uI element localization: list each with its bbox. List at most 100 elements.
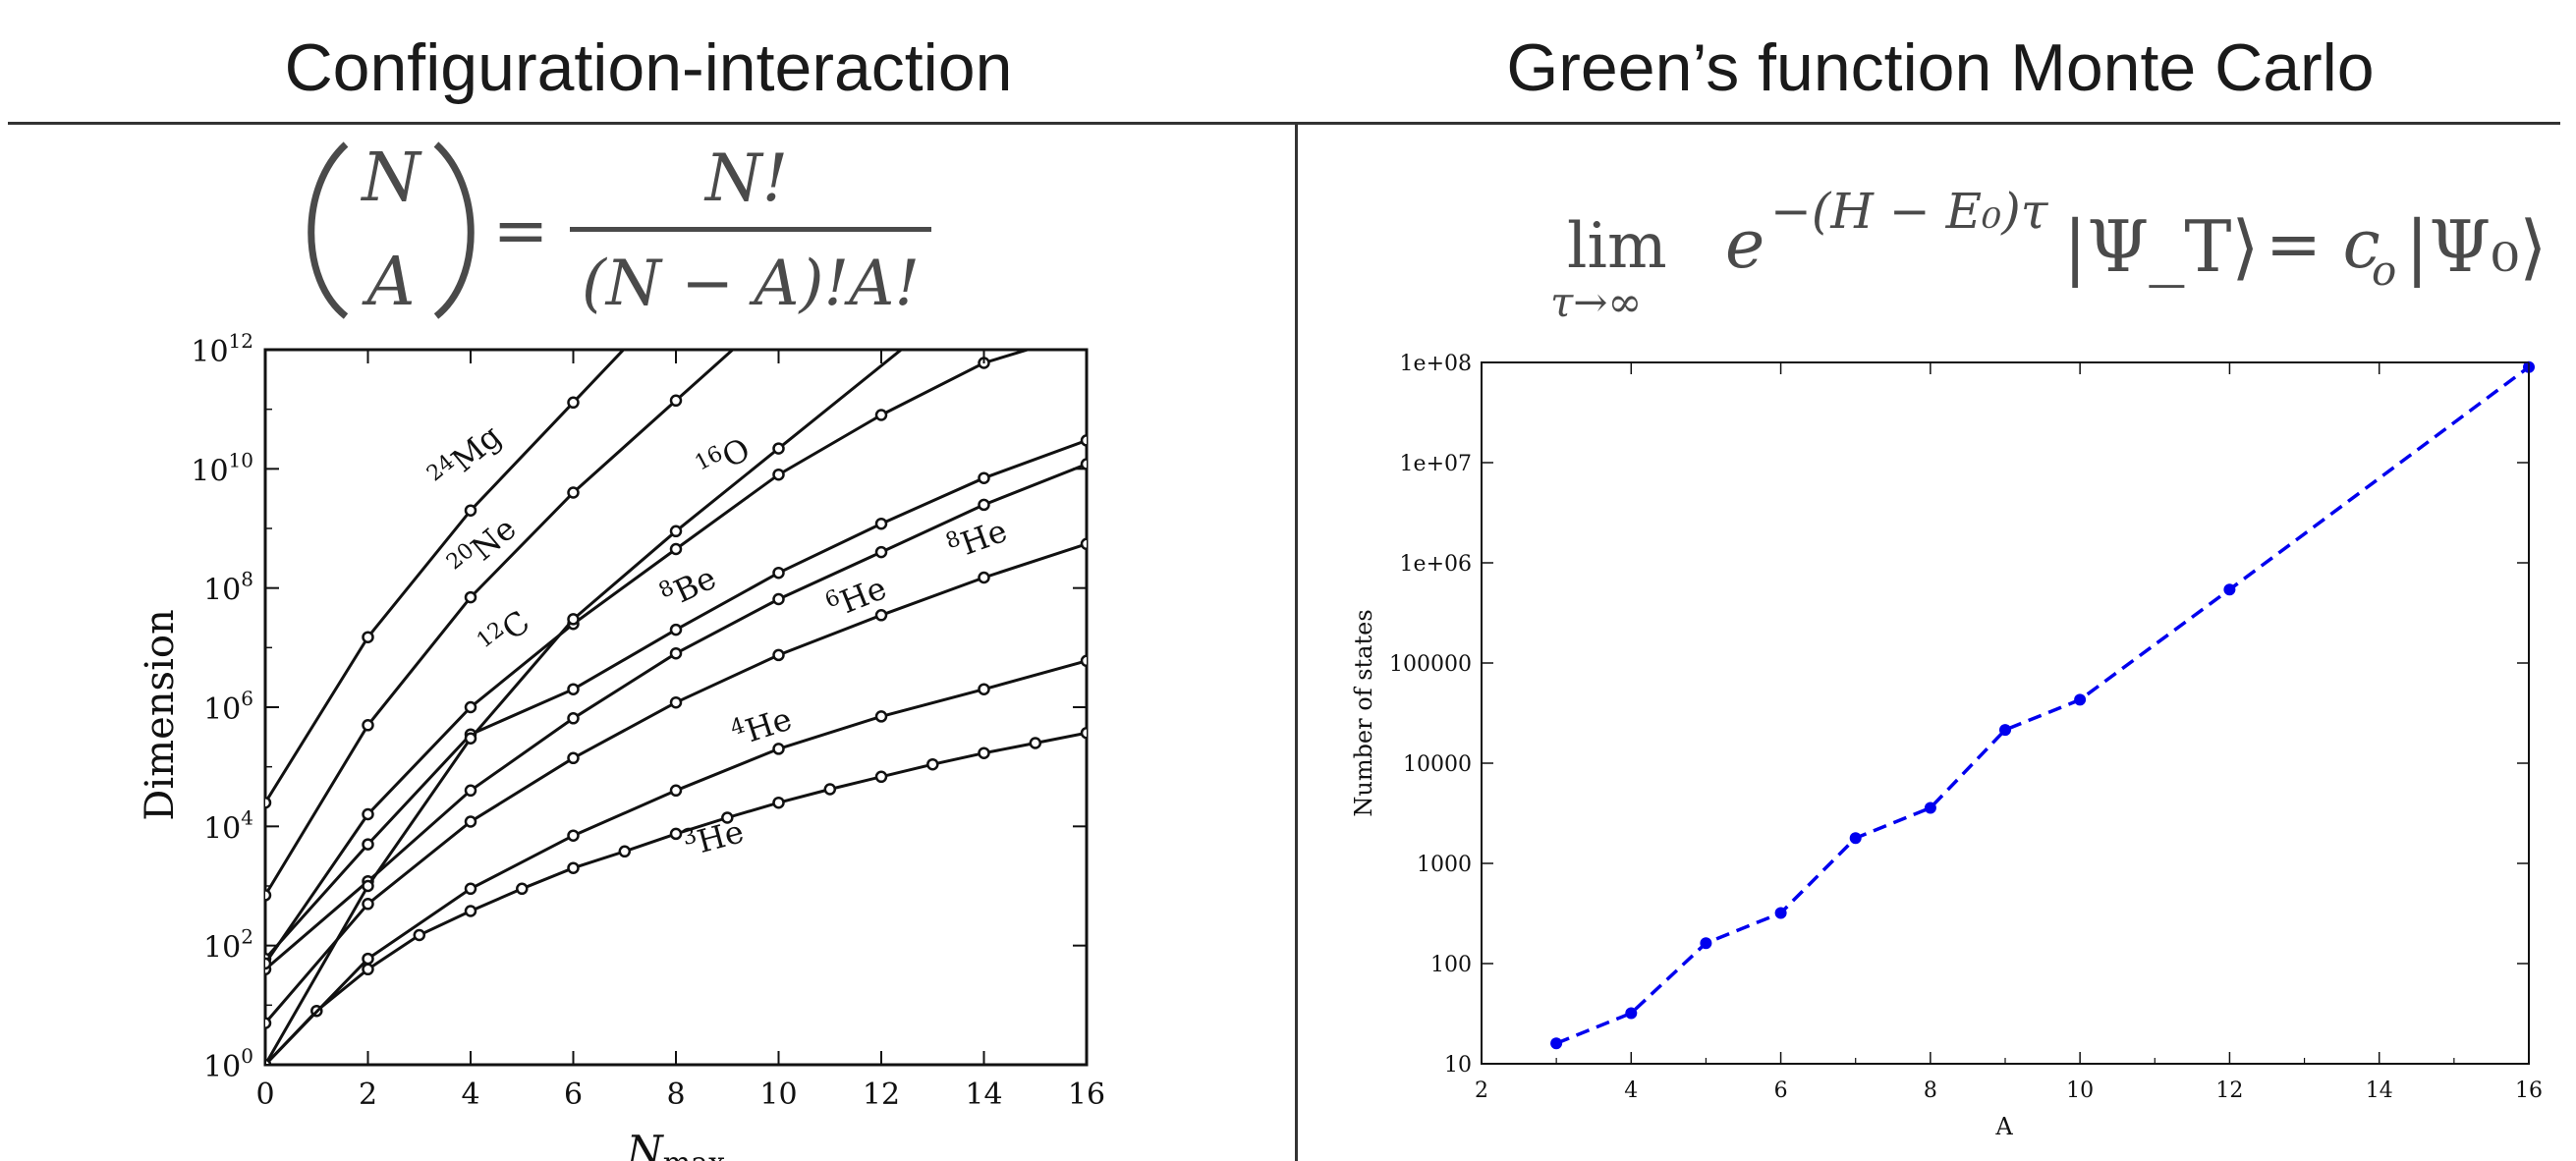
gfmc-series-layer xyxy=(1550,360,2535,1050)
gfmc-x-tick-label: 4 xyxy=(1624,1078,1638,1103)
ci-data-point xyxy=(874,710,888,723)
ci-data-point xyxy=(464,784,477,798)
ci-data-point xyxy=(464,700,477,714)
ci-series-line xyxy=(265,542,1087,1024)
ci-data-point xyxy=(874,609,888,622)
gfmc-x-axis-label: A xyxy=(1994,1113,2013,1140)
binomial-equation: N A = N! (N − A)!A! xyxy=(308,139,931,321)
ci-y-tick-label: 106 xyxy=(203,687,253,727)
binomial-denominator: (N − A)!A! xyxy=(582,248,920,320)
gfmc-y-tick-label: 1000 xyxy=(1417,853,1472,877)
ci-y-tick-label: 102 xyxy=(203,925,253,966)
ci-data-point xyxy=(618,845,632,858)
ci-data-point xyxy=(874,409,888,421)
ci-x-tick-label: 2 xyxy=(359,1078,377,1112)
ci-data-point xyxy=(669,646,683,660)
ci-x-tick-label: 0 xyxy=(255,1078,274,1112)
ci-data-point xyxy=(772,796,785,809)
gfmc-data-point xyxy=(1999,724,2011,737)
exp-base: e xyxy=(1725,206,1764,284)
ci-data-point xyxy=(265,1017,272,1029)
gfmc-equals: = c xyxy=(2266,206,2380,284)
ci-data-point xyxy=(926,757,939,771)
ci-x-tick-label: 8 xyxy=(666,1078,685,1112)
ci-data-point xyxy=(567,486,580,499)
gfmc-data-point xyxy=(1625,1007,1638,1020)
ci-series-line xyxy=(265,350,736,897)
ci-data-point xyxy=(567,861,580,874)
ci-data-point xyxy=(669,623,683,636)
ci-data-point xyxy=(265,1058,272,1065)
ci-data-point xyxy=(978,571,990,584)
gfmc-y-tick-label: 100 xyxy=(1430,953,1472,977)
ci-data-point xyxy=(516,882,529,896)
ci-data-point xyxy=(567,396,580,410)
ci-data-point xyxy=(464,590,477,604)
header-divider xyxy=(8,122,2560,125)
gfmc-x-tick-label: 6 xyxy=(1774,1078,1788,1103)
gfmc-y-tick-label: 1e+08 xyxy=(1400,352,1472,376)
ci-data-point xyxy=(978,471,990,484)
ci-data-point xyxy=(567,829,580,842)
ci-data-point xyxy=(978,746,990,759)
ci-y-tick-label: 1010 xyxy=(191,448,253,488)
ci-data-point xyxy=(669,695,683,709)
ci-data-point xyxy=(464,815,477,828)
ci-heading: Configuration-interaction xyxy=(284,30,1013,105)
gfmc-data-point xyxy=(1924,802,1936,814)
gfmc-data-point xyxy=(1774,907,1787,919)
gfmc-y-tick-label: 10 xyxy=(1444,1053,1472,1078)
gfmc-data-point xyxy=(1700,937,1712,950)
psi-0-ket: |Ψ₀⟩ xyxy=(2405,205,2547,288)
ci-data-point xyxy=(772,566,785,580)
ci-data-point xyxy=(669,827,683,841)
ci-x-tick-label: 16 xyxy=(1068,1078,1105,1112)
ci-data-point xyxy=(265,796,272,809)
exp-exponent: −(H − E₀)τ xyxy=(1770,183,2049,240)
ci-data-point xyxy=(464,732,477,745)
fraction-bar xyxy=(570,227,931,232)
ci-data-point xyxy=(978,683,990,695)
column-divider xyxy=(1295,125,1298,1161)
ci-data-point xyxy=(669,394,683,408)
ci-data-point xyxy=(772,468,785,481)
ci-data-point xyxy=(874,545,888,559)
ci-data-point xyxy=(1080,654,1087,668)
lim-text: lim xyxy=(1567,210,1667,283)
figure-canvas: N A = N! (N − A)!A! lim τ→∞ e −(H − E₀)τ… xyxy=(138,139,2547,1161)
ci-data-point xyxy=(1080,434,1087,447)
ci-x-axis-label: Nmax xyxy=(626,1127,725,1161)
ci-data-point xyxy=(362,963,374,976)
gfmc-x-tick-label: 8 xyxy=(1924,1078,1937,1103)
ci-data-point xyxy=(362,807,374,821)
ci-data-point xyxy=(772,442,785,455)
gfmc-plot-frame xyxy=(1481,361,2530,1065)
ci-data-point xyxy=(464,905,477,917)
ci-data-point xyxy=(772,648,785,662)
ci-series-label: 3He xyxy=(680,811,748,863)
ci-data-point xyxy=(362,838,374,851)
left-paren xyxy=(308,141,349,319)
ci-data-point xyxy=(464,882,477,896)
ci-series-line xyxy=(265,731,1087,1065)
gfmc-data-point xyxy=(1849,832,1862,845)
ci-data-point xyxy=(721,811,734,824)
ci-y-ticks: 100 102 104 106 108 1010 1012 xyxy=(191,329,1087,1084)
ci-data-point xyxy=(567,712,580,725)
gfmc-y-tick-label: 100000 xyxy=(1389,652,1472,677)
gfmc-y-axis-label: Number of states xyxy=(1350,609,1377,816)
ci-data-point xyxy=(1080,537,1087,551)
gfmc-equation: lim τ→∞ e −(H − E₀)τ |Ψ_T⟩ = c o |Ψ₀⟩ xyxy=(1550,183,2547,326)
ci-data-point xyxy=(1082,327,1092,337)
gfmc-y-ticks: 10 100 1000 10000 100000 1e+06 1e+07 1e+08 xyxy=(1389,352,2529,1078)
gfmc-series-line xyxy=(1555,365,2531,1045)
ci-series-line xyxy=(265,350,626,803)
gfmc-x-tick-label: 16 xyxy=(2515,1078,2543,1103)
gfmc-y-tick-label: 1e+06 xyxy=(1400,552,1472,577)
ci-x-tick-label: 10 xyxy=(759,1078,797,1112)
gfmc-y-tick-label: 10000 xyxy=(1403,752,1472,777)
ci-y-tick-label: 108 xyxy=(203,568,253,608)
binomial-bottom: A xyxy=(361,244,415,321)
gfmc-heading: Green’s function Monte Carlo xyxy=(1506,30,2375,105)
ci-data-point xyxy=(567,751,580,765)
